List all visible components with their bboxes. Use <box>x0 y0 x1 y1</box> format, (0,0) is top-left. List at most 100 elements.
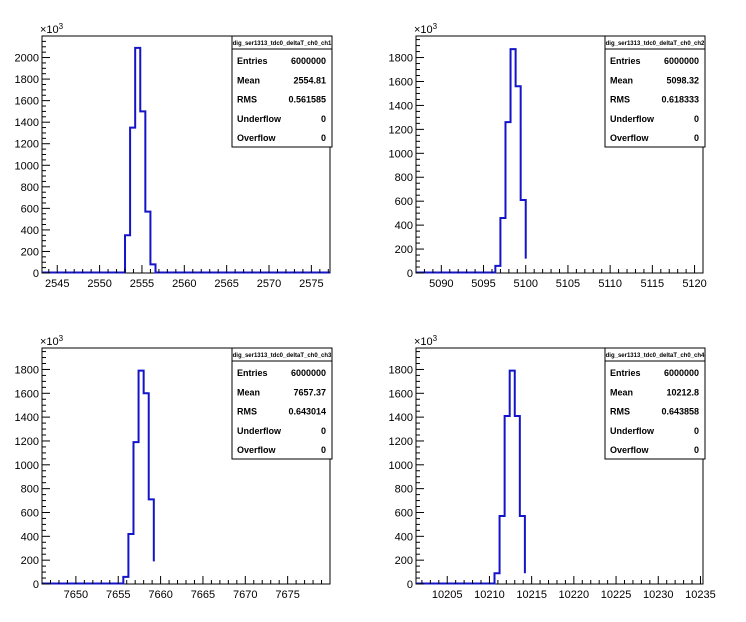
x-tick-label: 10205 <box>432 589 463 601</box>
plot-frame <box>415 347 704 585</box>
y-tick-label: 1800 <box>389 364 413 376</box>
x-tick-label: 7665 <box>191 589 215 601</box>
y-tick-label: 600 <box>395 507 413 519</box>
stats-value-overflow: 0 <box>694 445 699 455</box>
x-tick-label: 5120 <box>682 278 706 290</box>
y-tick-label: 1600 <box>15 388 39 400</box>
x-tick-label: 7675 <box>275 589 299 601</box>
y-tick-label: 1600 <box>389 388 413 400</box>
y-tick-label: 600 <box>21 203 39 215</box>
stats-value-rms: 0.618333 <box>661 95 699 105</box>
y-tick-label: 1000 <box>389 148 413 160</box>
stats-value-mean: 2554.81 <box>293 75 326 85</box>
y-exponent-power: 3 <box>59 334 64 343</box>
x-tick-label: 2550 <box>87 278 111 290</box>
x-tick-label: 10225 <box>601 589 632 601</box>
stats-box <box>604 35 706 148</box>
stats-label-entries: Entries <box>237 56 268 66</box>
y-tick-label: 400 <box>21 225 39 237</box>
stats-label-mean: Mean <box>610 387 633 397</box>
stats-value-rms: 0.561585 <box>288 95 326 105</box>
x-tick-label: 10230 <box>643 589 674 601</box>
stats-value-entries: 6000000 <box>664 368 699 378</box>
x-tick-label: 5100 <box>513 278 537 290</box>
stats-label-overflow: Overflow <box>610 133 650 143</box>
y-tick-label: 1200 <box>15 436 39 448</box>
histogram-line <box>416 48 527 274</box>
y-tick-label: 800 <box>21 182 39 194</box>
y-tick-label: 1800 <box>15 74 39 86</box>
stats-label-mean: Mean <box>610 75 633 85</box>
y-exponent-power: 3 <box>433 334 438 343</box>
stats-value-overflow: 0 <box>321 445 326 455</box>
y-exponent-label: ×103 <box>414 22 438 36</box>
y-tick-label: 1000 <box>389 460 413 472</box>
stats-value-underflow: 0 <box>321 426 326 436</box>
y-tick-label: 600 <box>21 507 39 519</box>
y-tick-label: 0 <box>407 268 413 280</box>
histogram-line <box>42 46 330 274</box>
stats-box <box>231 347 333 460</box>
x-tick-label: 10215 <box>516 589 547 601</box>
y-tick-label: 0 <box>33 579 39 591</box>
y-tick-label: 1400 <box>389 412 413 424</box>
y-tick-label: 400 <box>395 531 413 543</box>
histogram-panel-1: 2545 2550 2555 2560 2565 2570 2575 0 200 400 600 80… <box>15 22 333 290</box>
x-tick-label: 2555 <box>130 278 154 290</box>
y-tick-label: 1800 <box>15 364 39 376</box>
x-tick-label: 2570 <box>257 278 281 290</box>
stats-value-underflow: 0 <box>694 114 699 124</box>
histogram-line <box>416 369 526 585</box>
y-tick-label: 1400 <box>389 100 413 112</box>
stats-label-rms: RMS <box>237 407 257 417</box>
stats-label-rms: RMS <box>610 407 630 417</box>
stats-value-rms: 0.643858 <box>661 407 699 417</box>
y-tick-label: 400 <box>21 531 39 543</box>
histogram-panel-4: 10205 10210 10215 10220 10225 10230 10235 0 200 4… <box>389 334 716 601</box>
x-tick-label: 7660 <box>148 589 172 601</box>
x-tick-label: 10235 <box>685 589 716 601</box>
x-tick-label: 5115 <box>641 278 665 290</box>
stats-box <box>231 35 333 148</box>
histogram-title: dig_ser1313_tdc0_deltaT_ch0_ch1 <box>233 41 332 47</box>
stats-label-underflow: Underflow <box>610 426 655 436</box>
histogram-title: dig_ser1313_tdc0_deltaT_ch0_ch3 <box>233 353 332 359</box>
stats-value-mean: 7657.37 <box>293 387 326 397</box>
stats-value-underflow: 0 <box>321 114 326 124</box>
stats-value-underflow: 0 <box>694 426 699 436</box>
y-tick-label: 600 <box>395 196 413 208</box>
stats-value-entries: 6000000 <box>664 56 699 66</box>
stats-label-mean: Mean <box>237 387 260 397</box>
stats-label-overflow: Overflow <box>237 133 277 143</box>
histogram-panel-3: 7650 7655 7660 7665 7670 7675 0 200 400 600 800 100… <box>15 334 333 601</box>
x-tick-label: 5110 <box>598 278 622 290</box>
stats-value-entries: 6000000 <box>291 368 326 378</box>
stats-value-overflow: 0 <box>321 133 326 143</box>
x-tick-label: 2545 <box>45 278 69 290</box>
stats-label-underflow: Underflow <box>610 114 655 124</box>
y-tick-label: 800 <box>395 172 413 184</box>
x-tick-label: 10210 <box>474 589 505 601</box>
y-tick-label: 400 <box>395 220 413 232</box>
y-tick-label: 1800 <box>389 53 413 65</box>
y-tick-label: 200 <box>21 246 39 258</box>
histogram-panel-2: 5090 5095 5100 5105 5110 5115 5120 0 200 400 600 80… <box>389 22 707 290</box>
y-exponent-power: 3 <box>433 22 438 31</box>
stats-value-overflow: 0 <box>694 133 699 143</box>
y-exponent-label: ×103 <box>40 334 64 348</box>
x-tick-label: 5105 <box>556 278 580 290</box>
y-tick-label: 1200 <box>15 139 39 151</box>
x-tick-label: 7655 <box>106 589 130 601</box>
stats-value-rms: 0.643014 <box>288 407 326 417</box>
y-tick-label: 200 <box>395 244 413 256</box>
stats-label-overflow: Overflow <box>610 445 650 455</box>
y-exponent-label: ×103 <box>414 334 438 348</box>
y-tick-label: 0 <box>407 579 413 591</box>
y-tick-label: 1200 <box>389 124 413 136</box>
x-tick-label: 2565 <box>214 278 238 290</box>
y-tick-label: 1000 <box>15 460 39 472</box>
histogram-line <box>42 369 155 585</box>
x-tick-label: 7670 <box>233 589 257 601</box>
stats-label-overflow: Overflow <box>237 445 277 455</box>
y-tick-label: 200 <box>395 555 413 567</box>
